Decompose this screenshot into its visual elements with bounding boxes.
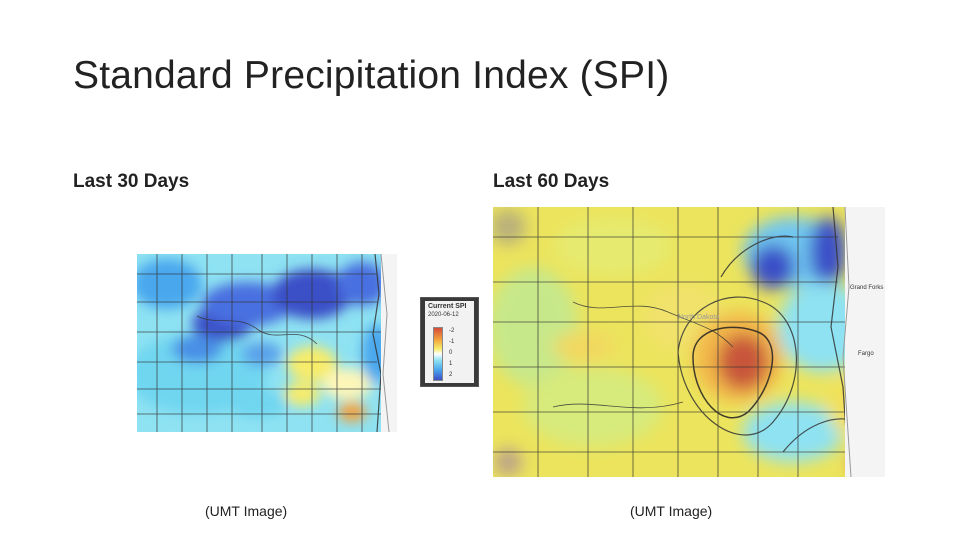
spi-30-day-map: [137, 254, 397, 432]
north-dakota-label: North Dakota: [678, 314, 719, 321]
legend-tick: -2: [449, 328, 455, 334]
panel-60-day-footnote: (UMT Image): [630, 503, 713, 519]
legend-color-bar: [433, 327, 443, 381]
legend-tick: 1: [449, 361, 453, 367]
grand-forks-label: Grand Forks: [850, 285, 883, 291]
legend-tick: 2: [449, 372, 453, 378]
panel-60-day-caption: Last 60 Days: [493, 171, 610, 192]
legend-title: Current SPI: [428, 303, 467, 310]
panel-30-day-caption: Last 30 Days: [73, 171, 190, 192]
fargo-label: Fargo: [858, 351, 874, 357]
spi-legend: Current SPI 2020-06-12 -2 -1 0 1 2: [420, 297, 479, 387]
legend-tick: -1: [449, 339, 455, 345]
legend-tick: 0: [449, 350, 453, 356]
legend-date: 2020-06-12: [428, 312, 459, 318]
spi-60-day-map: Grand Forks Fargo North Dakota: [493, 207, 885, 477]
panel-30-day-footnote: (UMT Image): [205, 503, 288, 519]
slide-title: Standard Precipitation Index (SPI): [73, 54, 670, 97]
